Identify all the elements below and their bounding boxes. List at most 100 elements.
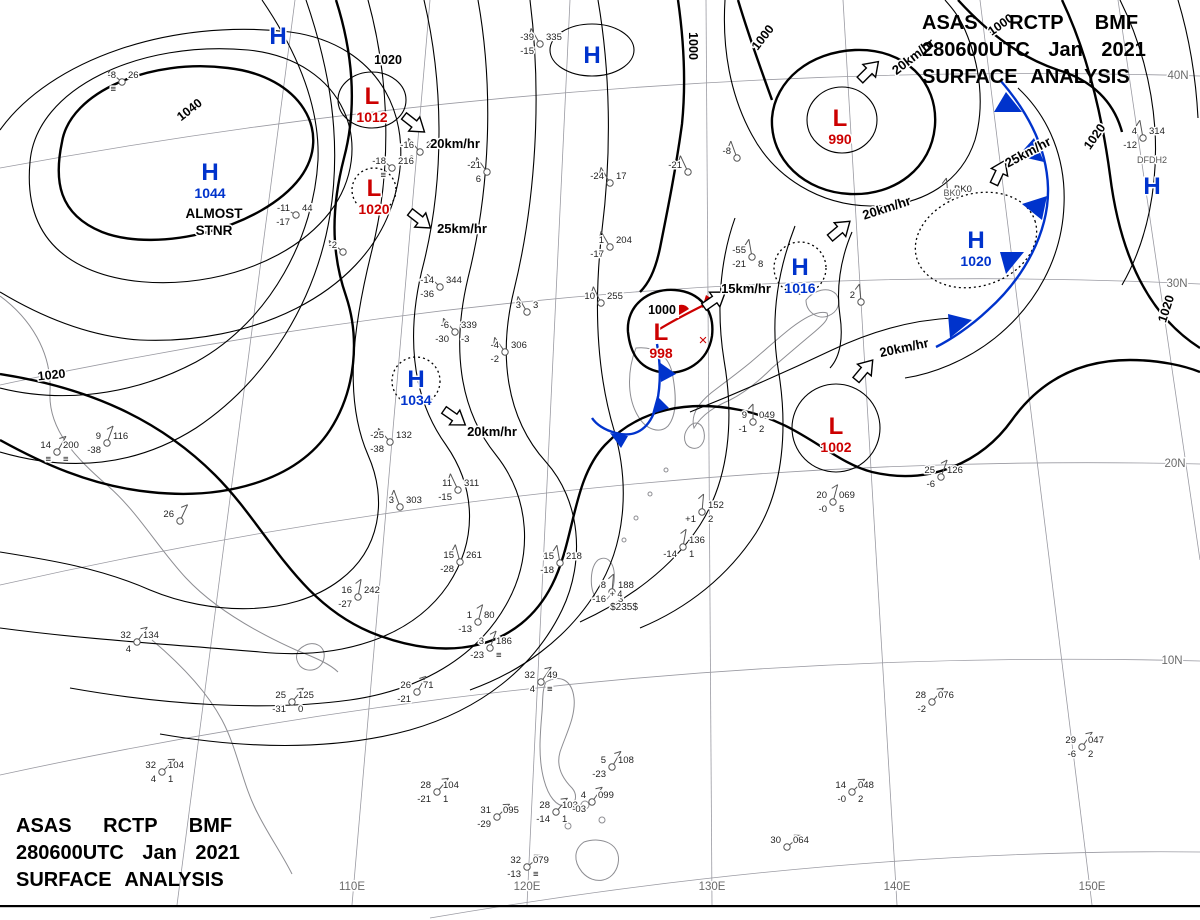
coastline-kyushu [684, 422, 705, 449]
station-plot: -2 [327, 239, 347, 256]
isobar-1012 [1119, 0, 1157, 286]
station-plot: 26 71 -21 [396, 675, 435, 707]
station-plot: 1 204 -17 [589, 231, 633, 262]
high-pressure-system: H [1142, 172, 1162, 202]
motion-arrow [440, 405, 467, 426]
latitude-label: 40N [1167, 70, 1188, 82]
station-plot: 9 116 -38 [86, 425, 130, 458]
warm-front-line [657, 303, 707, 331]
meridian-line [705, 0, 713, 906]
station-dewpoint: -21 [417, 794, 431, 805]
pressure-value: 998 [649, 345, 673, 361]
longitude-label: 120E [514, 881, 541, 893]
title-line-ids: ASAS RCTP BMF [16, 815, 233, 837]
station-circle [552, 808, 560, 816]
station-pressure: 17 [616, 171, 627, 182]
wind-barb-tick [515, 296, 519, 304]
wind-barb-tick [727, 140, 732, 148]
high-symbol: H [269, 23, 286, 50]
wind-barb-tick [1135, 120, 1141, 127]
station-pressure: 204 [616, 235, 632, 246]
station-plot: -25 132 -38 [369, 427, 413, 457]
station-circle [749, 418, 757, 426]
coastline-taiwan [590, 557, 615, 603]
station-temperature: 9 [96, 431, 101, 442]
isobar-1024 [0, 0, 336, 464]
station-plot: 28 076 -2 [914, 687, 955, 717]
station-dewpoint: -0 [819, 504, 827, 515]
station-extra: ≡ [533, 869, 539, 880]
wind-barb-tick [528, 28, 532, 36]
cold-front-pip [1022, 196, 1047, 220]
parallel-line [0, 658, 1200, 776]
wind-barb-tick [106, 425, 114, 430]
station-pressure: 44 [302, 203, 313, 214]
isobar-1000 [626, 288, 714, 374]
station-plot: 14 200 ≡ ≡ [39, 435, 80, 467]
station-pressure: 095 [503, 805, 519, 816]
station-extra: 8 [758, 259, 763, 270]
station-dewpoint: -1 [739, 424, 747, 435]
station-temperature: -21 [467, 160, 481, 171]
motion-speed-label: 20km/hr [878, 335, 930, 360]
isobar-1012 [0, 0, 471, 655]
station-pressure: 104 [168, 760, 184, 771]
map-border-bottom [0, 905, 1200, 908]
wind-barb-tick [279, 205, 283, 213]
isobar-1004 [723, 0, 981, 207]
station-dewpoint: -14 [536, 814, 550, 825]
station-plot: 5 108 -23 [591, 750, 635, 782]
station-temperature: -21 [668, 160, 682, 171]
station-pressure: BK0 [954, 184, 972, 195]
isobar-1000 [639, 0, 686, 293]
motion-arrow [400, 111, 426, 133]
station-dewpoint: 6 [476, 174, 481, 185]
station-temperature: 31 [480, 805, 491, 816]
station-pressure: 079 [533, 855, 549, 866]
station-plot: -6 339 -30 -3 [434, 317, 478, 347]
station-plot: -8 26 ≡ [106, 69, 140, 97]
station-circle [436, 283, 444, 291]
wind-barb-tick [328, 240, 331, 248]
station-plot: -216 [466, 156, 491, 187]
station-dewpoint: -2 [918, 704, 926, 715]
station-plot: 32 079 -13 ≡ [506, 854, 551, 882]
wind-barb-tick [854, 283, 860, 290]
station-plot: 2 [848, 283, 865, 306]
latitude-label: 20N [1164, 458, 1185, 470]
station-circle [848, 788, 856, 796]
station-plot: 29 047 -6 2 [1064, 731, 1105, 762]
station-plot: -24 17 [589, 167, 628, 187]
isobar-1000 [770, 48, 937, 196]
station-circle [597, 299, 605, 307]
annotation: + 4 [610, 589, 623, 599]
station-pressure: 099 [598, 790, 614, 801]
station-dewpoint: -2 [491, 354, 499, 365]
station-pressure: 049 [759, 410, 775, 421]
station-circle [456, 558, 464, 566]
cold-front-pip [994, 92, 1022, 112]
wind-barb-tick [680, 528, 687, 534]
station-circle [386, 438, 394, 446]
station-circle [501, 348, 509, 356]
wind-barb-tick [614, 750, 622, 754]
coastline-hainan [296, 643, 325, 671]
cold-front-pip [1018, 138, 1044, 162]
parallel-line [0, 73, 1200, 169]
station-temperature: -39 [520, 32, 534, 43]
station-extra: 2 [858, 794, 863, 805]
title-line-type: SURFACE ANALYSIS [16, 869, 224, 891]
station-plot: 32 134 4 [119, 626, 160, 657]
station-pressure: 132 [396, 430, 412, 441]
coastline-visayas-island [598, 816, 606, 824]
isobar-1020 [0, 358, 1200, 650]
meridian-line [1117, 0, 1200, 561]
station-dewpoint: -0 [838, 794, 846, 805]
wind-barb-tick [476, 604, 483, 609]
station-pressure: 104 [443, 780, 459, 791]
station-plot: 28 103 -14 1 [535, 797, 579, 827]
station-pressure: 152 [708, 500, 724, 511]
station-temperature: -6 [441, 320, 449, 331]
